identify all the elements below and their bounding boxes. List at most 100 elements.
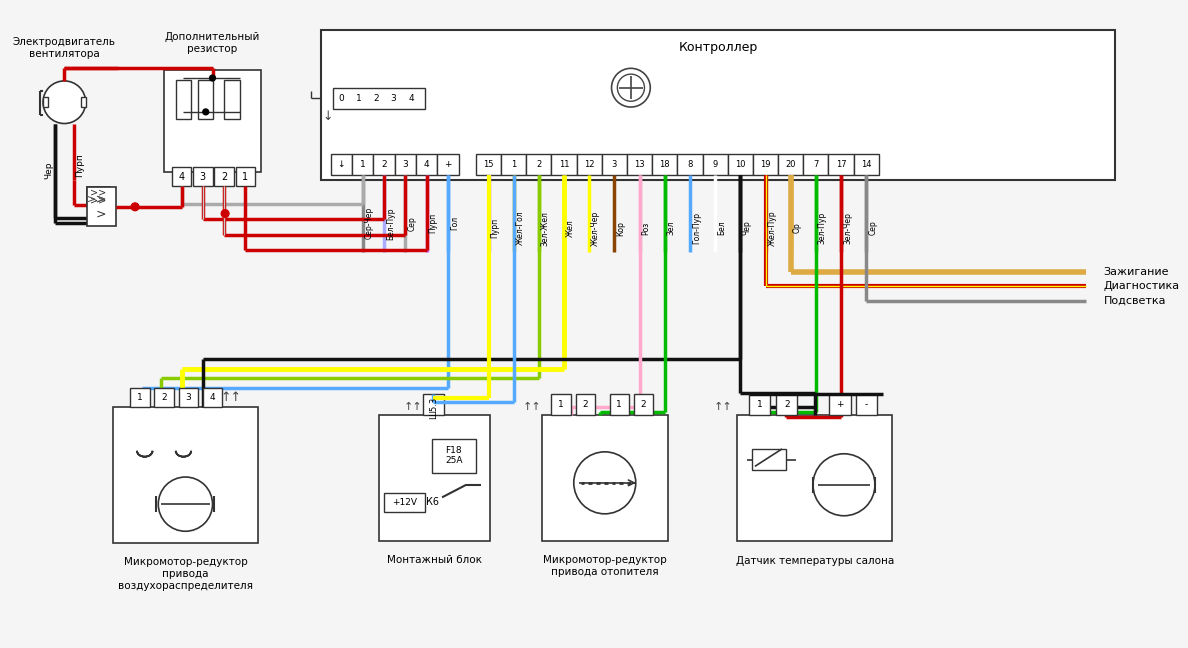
Text: 19: 19 xyxy=(760,159,771,168)
Text: 1: 1 xyxy=(617,400,623,409)
Text: 4: 4 xyxy=(409,94,413,103)
Text: 17: 17 xyxy=(836,159,846,168)
Text: 3: 3 xyxy=(403,159,409,168)
Text: Чер: Чер xyxy=(742,221,751,235)
Text: 2: 2 xyxy=(381,159,387,168)
Text: 3: 3 xyxy=(200,172,206,182)
Text: К6: К6 xyxy=(425,497,438,507)
Text: Пурп: Пурп xyxy=(75,153,84,177)
Bar xyxy=(423,394,444,415)
Bar xyxy=(652,154,677,175)
Text: Зел-Жел: Зел-Жел xyxy=(541,211,550,246)
Text: 1: 1 xyxy=(356,94,361,103)
Text: Сер: Сер xyxy=(868,221,877,235)
Bar xyxy=(330,154,352,175)
Bar xyxy=(394,154,416,175)
Circle shape xyxy=(612,68,650,107)
Bar xyxy=(776,394,797,415)
Bar xyxy=(87,187,109,205)
Text: Кор: Кор xyxy=(617,221,625,236)
Bar xyxy=(379,415,491,541)
Text: >: > xyxy=(96,192,107,205)
Bar xyxy=(87,187,115,226)
Text: ↓: ↓ xyxy=(322,110,333,123)
Bar xyxy=(609,394,628,415)
Bar xyxy=(828,154,854,175)
Text: Жел-Гол: Жел-Гол xyxy=(516,211,525,246)
Text: Подсветка: Подсветка xyxy=(1104,295,1167,306)
Bar xyxy=(854,154,879,175)
Bar xyxy=(576,154,602,175)
Text: 8: 8 xyxy=(688,159,693,168)
Bar xyxy=(542,415,668,541)
Text: Гол: Гол xyxy=(450,216,459,230)
Text: 2: 2 xyxy=(373,94,379,103)
Bar xyxy=(437,154,459,175)
Text: ↑↑: ↑↑ xyxy=(714,402,732,412)
Bar xyxy=(602,154,627,175)
Text: 10: 10 xyxy=(735,159,746,168)
Text: 11: 11 xyxy=(558,159,569,168)
Bar xyxy=(551,394,571,415)
Bar xyxy=(551,154,576,175)
Bar xyxy=(178,388,198,408)
Circle shape xyxy=(221,210,229,218)
Text: Бел: Бел xyxy=(718,221,726,235)
Circle shape xyxy=(43,81,86,124)
Bar xyxy=(728,154,753,175)
Bar xyxy=(476,154,501,175)
Text: 9: 9 xyxy=(713,159,718,168)
Text: +12V: +12V xyxy=(392,498,417,507)
Text: 7: 7 xyxy=(814,159,819,168)
Text: 1: 1 xyxy=(137,393,143,402)
Text: 4: 4 xyxy=(178,172,184,182)
Bar xyxy=(627,154,652,175)
Circle shape xyxy=(209,75,215,81)
Bar xyxy=(113,408,258,543)
Circle shape xyxy=(158,477,213,531)
Bar xyxy=(43,97,48,107)
Bar xyxy=(803,154,828,175)
Bar xyxy=(194,167,213,187)
Text: Чер: Чер xyxy=(44,161,53,179)
Text: ↑↑: ↑↑ xyxy=(523,402,542,412)
Bar xyxy=(677,154,702,175)
Text: 4: 4 xyxy=(210,393,215,402)
Text: Дополнительный
резистор: Дополнительный резистор xyxy=(165,32,260,54)
Text: ↑↑: ↑↑ xyxy=(404,402,423,412)
Bar xyxy=(702,154,728,175)
Text: 3: 3 xyxy=(391,94,397,103)
Bar xyxy=(384,492,424,512)
Text: ↑↑: ↑↑ xyxy=(221,391,241,404)
Text: +: + xyxy=(836,400,843,409)
Text: 0: 0 xyxy=(339,94,345,103)
Text: >>: >> xyxy=(86,192,107,205)
Bar xyxy=(154,388,173,408)
Text: >>: >> xyxy=(90,195,107,205)
Text: Зел: Зел xyxy=(666,221,676,235)
Bar xyxy=(215,167,234,187)
Circle shape xyxy=(203,109,209,115)
Circle shape xyxy=(131,203,139,211)
Text: Диагностика: Диагностика xyxy=(1104,281,1180,291)
Text: Микромотор-редуктор
привода
воздухораспределителя: Микромотор-редуктор привода воздухораспр… xyxy=(118,557,253,590)
Text: Бел-Пур: Бел-Пур xyxy=(386,207,394,240)
Text: Роз: Роз xyxy=(642,222,651,235)
Bar xyxy=(829,394,851,415)
Bar xyxy=(333,87,424,109)
Text: +: + xyxy=(444,159,451,168)
Text: 18: 18 xyxy=(659,159,670,168)
Text: Зел-Пур: Зел-Пур xyxy=(817,212,827,244)
Bar xyxy=(81,97,86,107)
Text: Гол-Пур: Гол-Пур xyxy=(691,212,701,244)
Text: 15: 15 xyxy=(484,159,494,168)
Text: 2: 2 xyxy=(536,159,542,168)
Text: 3: 3 xyxy=(612,159,617,168)
Text: Пурп: Пурп xyxy=(429,213,437,233)
Text: 12: 12 xyxy=(584,159,594,168)
Text: 2: 2 xyxy=(640,400,646,409)
Bar xyxy=(131,388,150,408)
Text: 2: 2 xyxy=(162,393,166,402)
Text: Сер: Сер xyxy=(407,216,416,231)
Text: Жел-Чер: Жел-Чер xyxy=(592,211,600,246)
